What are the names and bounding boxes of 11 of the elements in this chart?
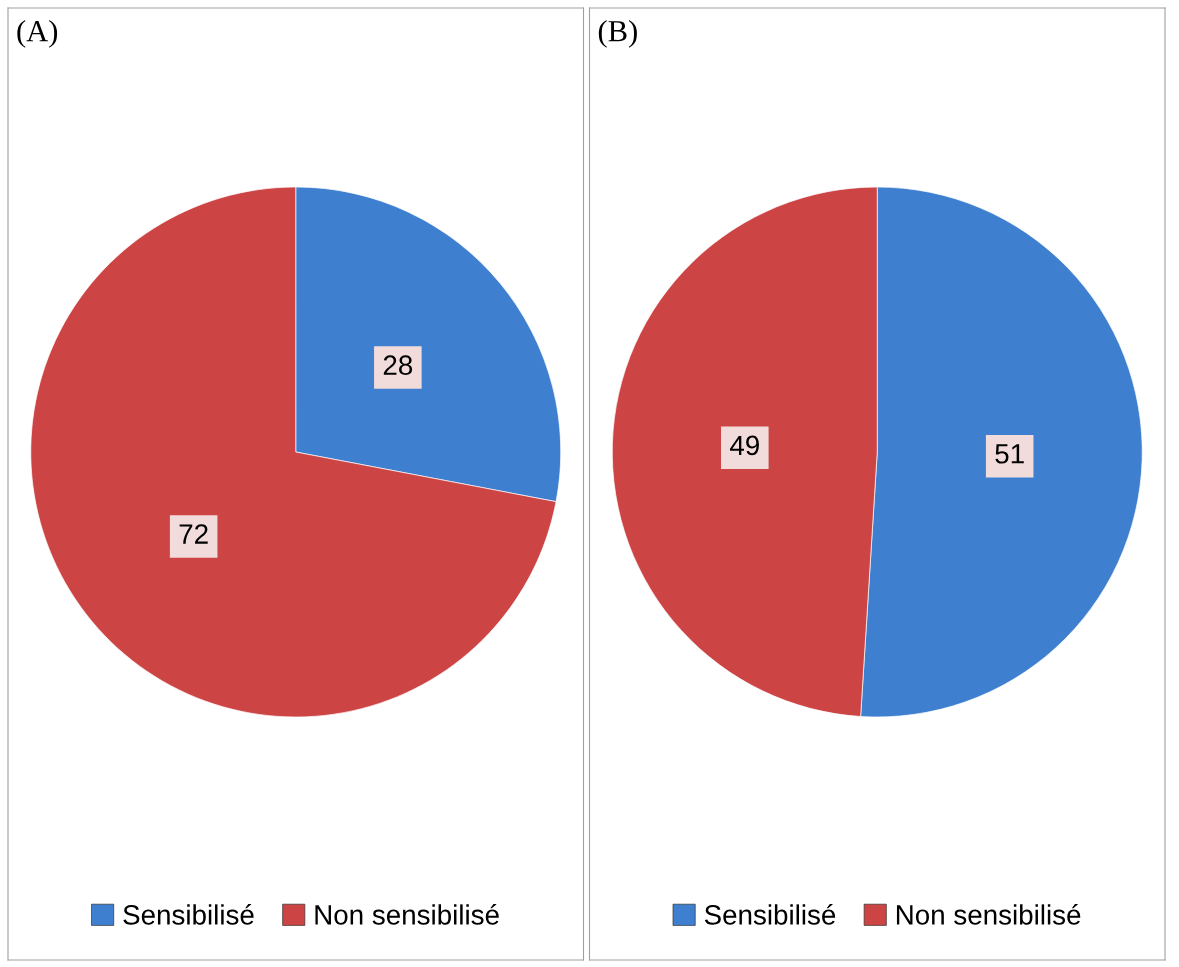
chart-title: (A) — [17, 20, 58, 48]
data-label: 49 — [730, 435, 759, 456]
legend-label: Sensibilisé — [123, 904, 254, 925]
legend-label: Sensibilisé — [704, 904, 836, 925]
data-label: 28 — [383, 355, 413, 375]
legend-label: Non sensibilisé — [315, 904, 499, 925]
chart-title: (B) — [598, 20, 637, 48]
pie-slice — [30, 186, 557, 718]
data-label: 72 — [179, 524, 208, 544]
data-label: 51 — [995, 444, 1024, 464]
legend-label: Non sensibilisé — [896, 904, 1081, 925]
